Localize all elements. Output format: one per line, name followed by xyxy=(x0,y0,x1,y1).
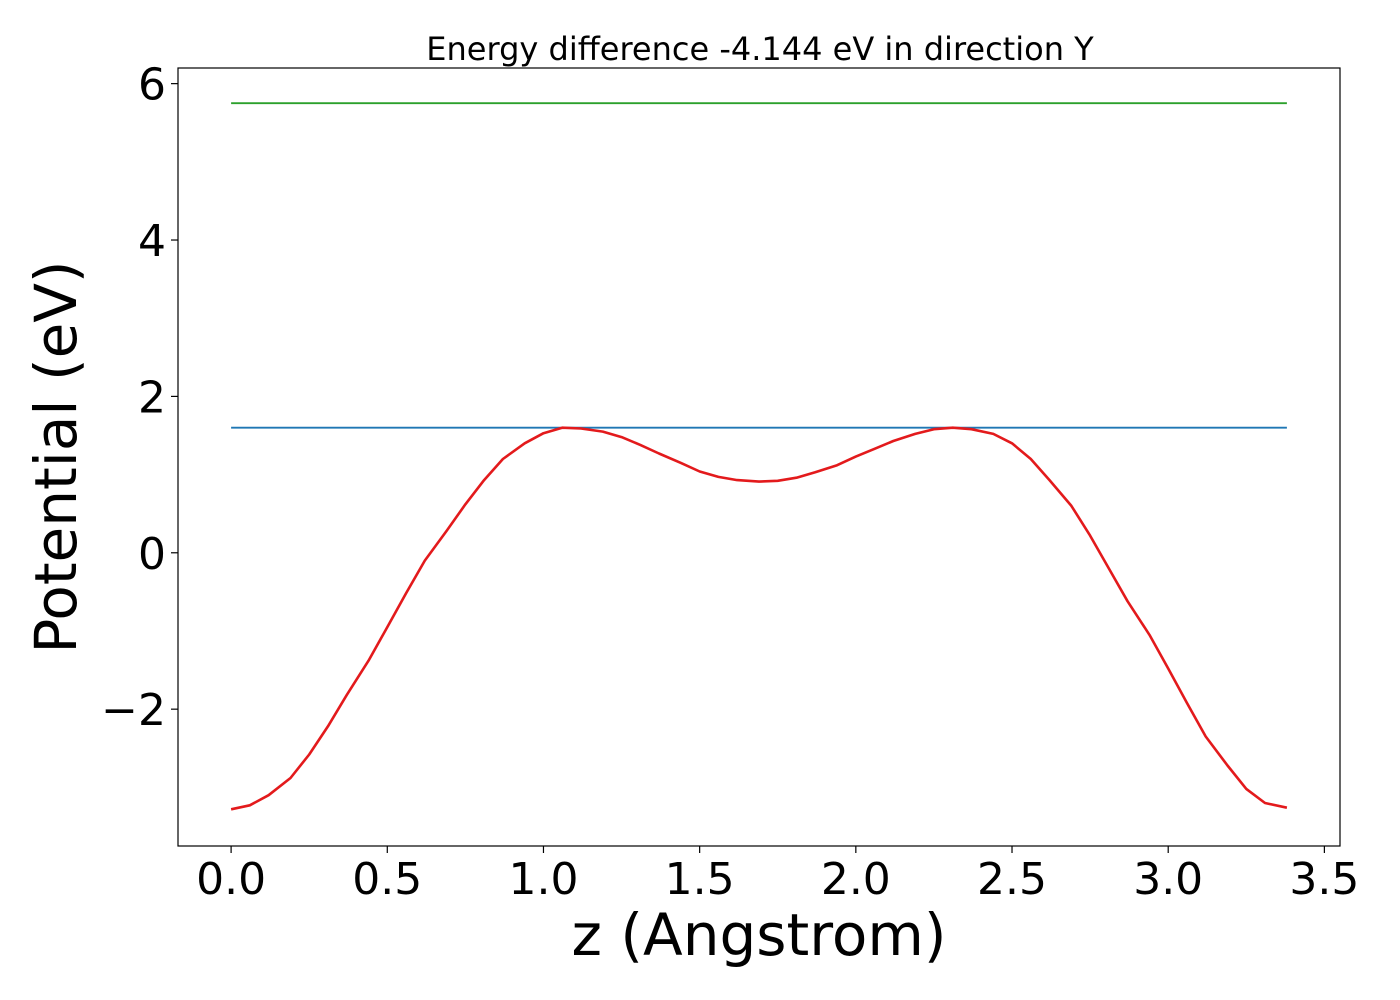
plot-frame xyxy=(177,67,1341,847)
plot-area xyxy=(230,102,1288,811)
y-axis-label: Potential (eV) xyxy=(22,260,90,653)
y-tick-label: 4 xyxy=(138,216,166,267)
y-tick-label: 0 xyxy=(138,529,166,580)
y-tick-label: 2 xyxy=(138,372,166,423)
y-tick-label: −2 xyxy=(101,685,166,736)
x-axis-label: z (Angstrom) xyxy=(572,901,947,969)
x-tick-label: 0.0 xyxy=(196,854,266,905)
x-tick-label: 3.5 xyxy=(1289,854,1359,905)
x-tick-label: 3.0 xyxy=(1133,854,1203,905)
x-tick-label: 2.0 xyxy=(821,854,891,905)
chart-title: Energy difference -4.144 eV in direction… xyxy=(426,30,1094,68)
x-tick-label: 0.5 xyxy=(352,854,422,905)
series-line-2 xyxy=(230,426,1288,811)
x-tick-label: 1.5 xyxy=(665,854,735,905)
x-axis: 0.0 0.5 1.0 1.5 2.0 2.5 3.0 3.5 xyxy=(196,846,1359,905)
x-tick-label: 2.5 xyxy=(977,854,1047,905)
x-tick-label: 1.0 xyxy=(508,854,578,905)
y-tick-label: 6 xyxy=(138,60,166,111)
y-axis: −2 0 2 4 6 xyxy=(101,60,178,736)
